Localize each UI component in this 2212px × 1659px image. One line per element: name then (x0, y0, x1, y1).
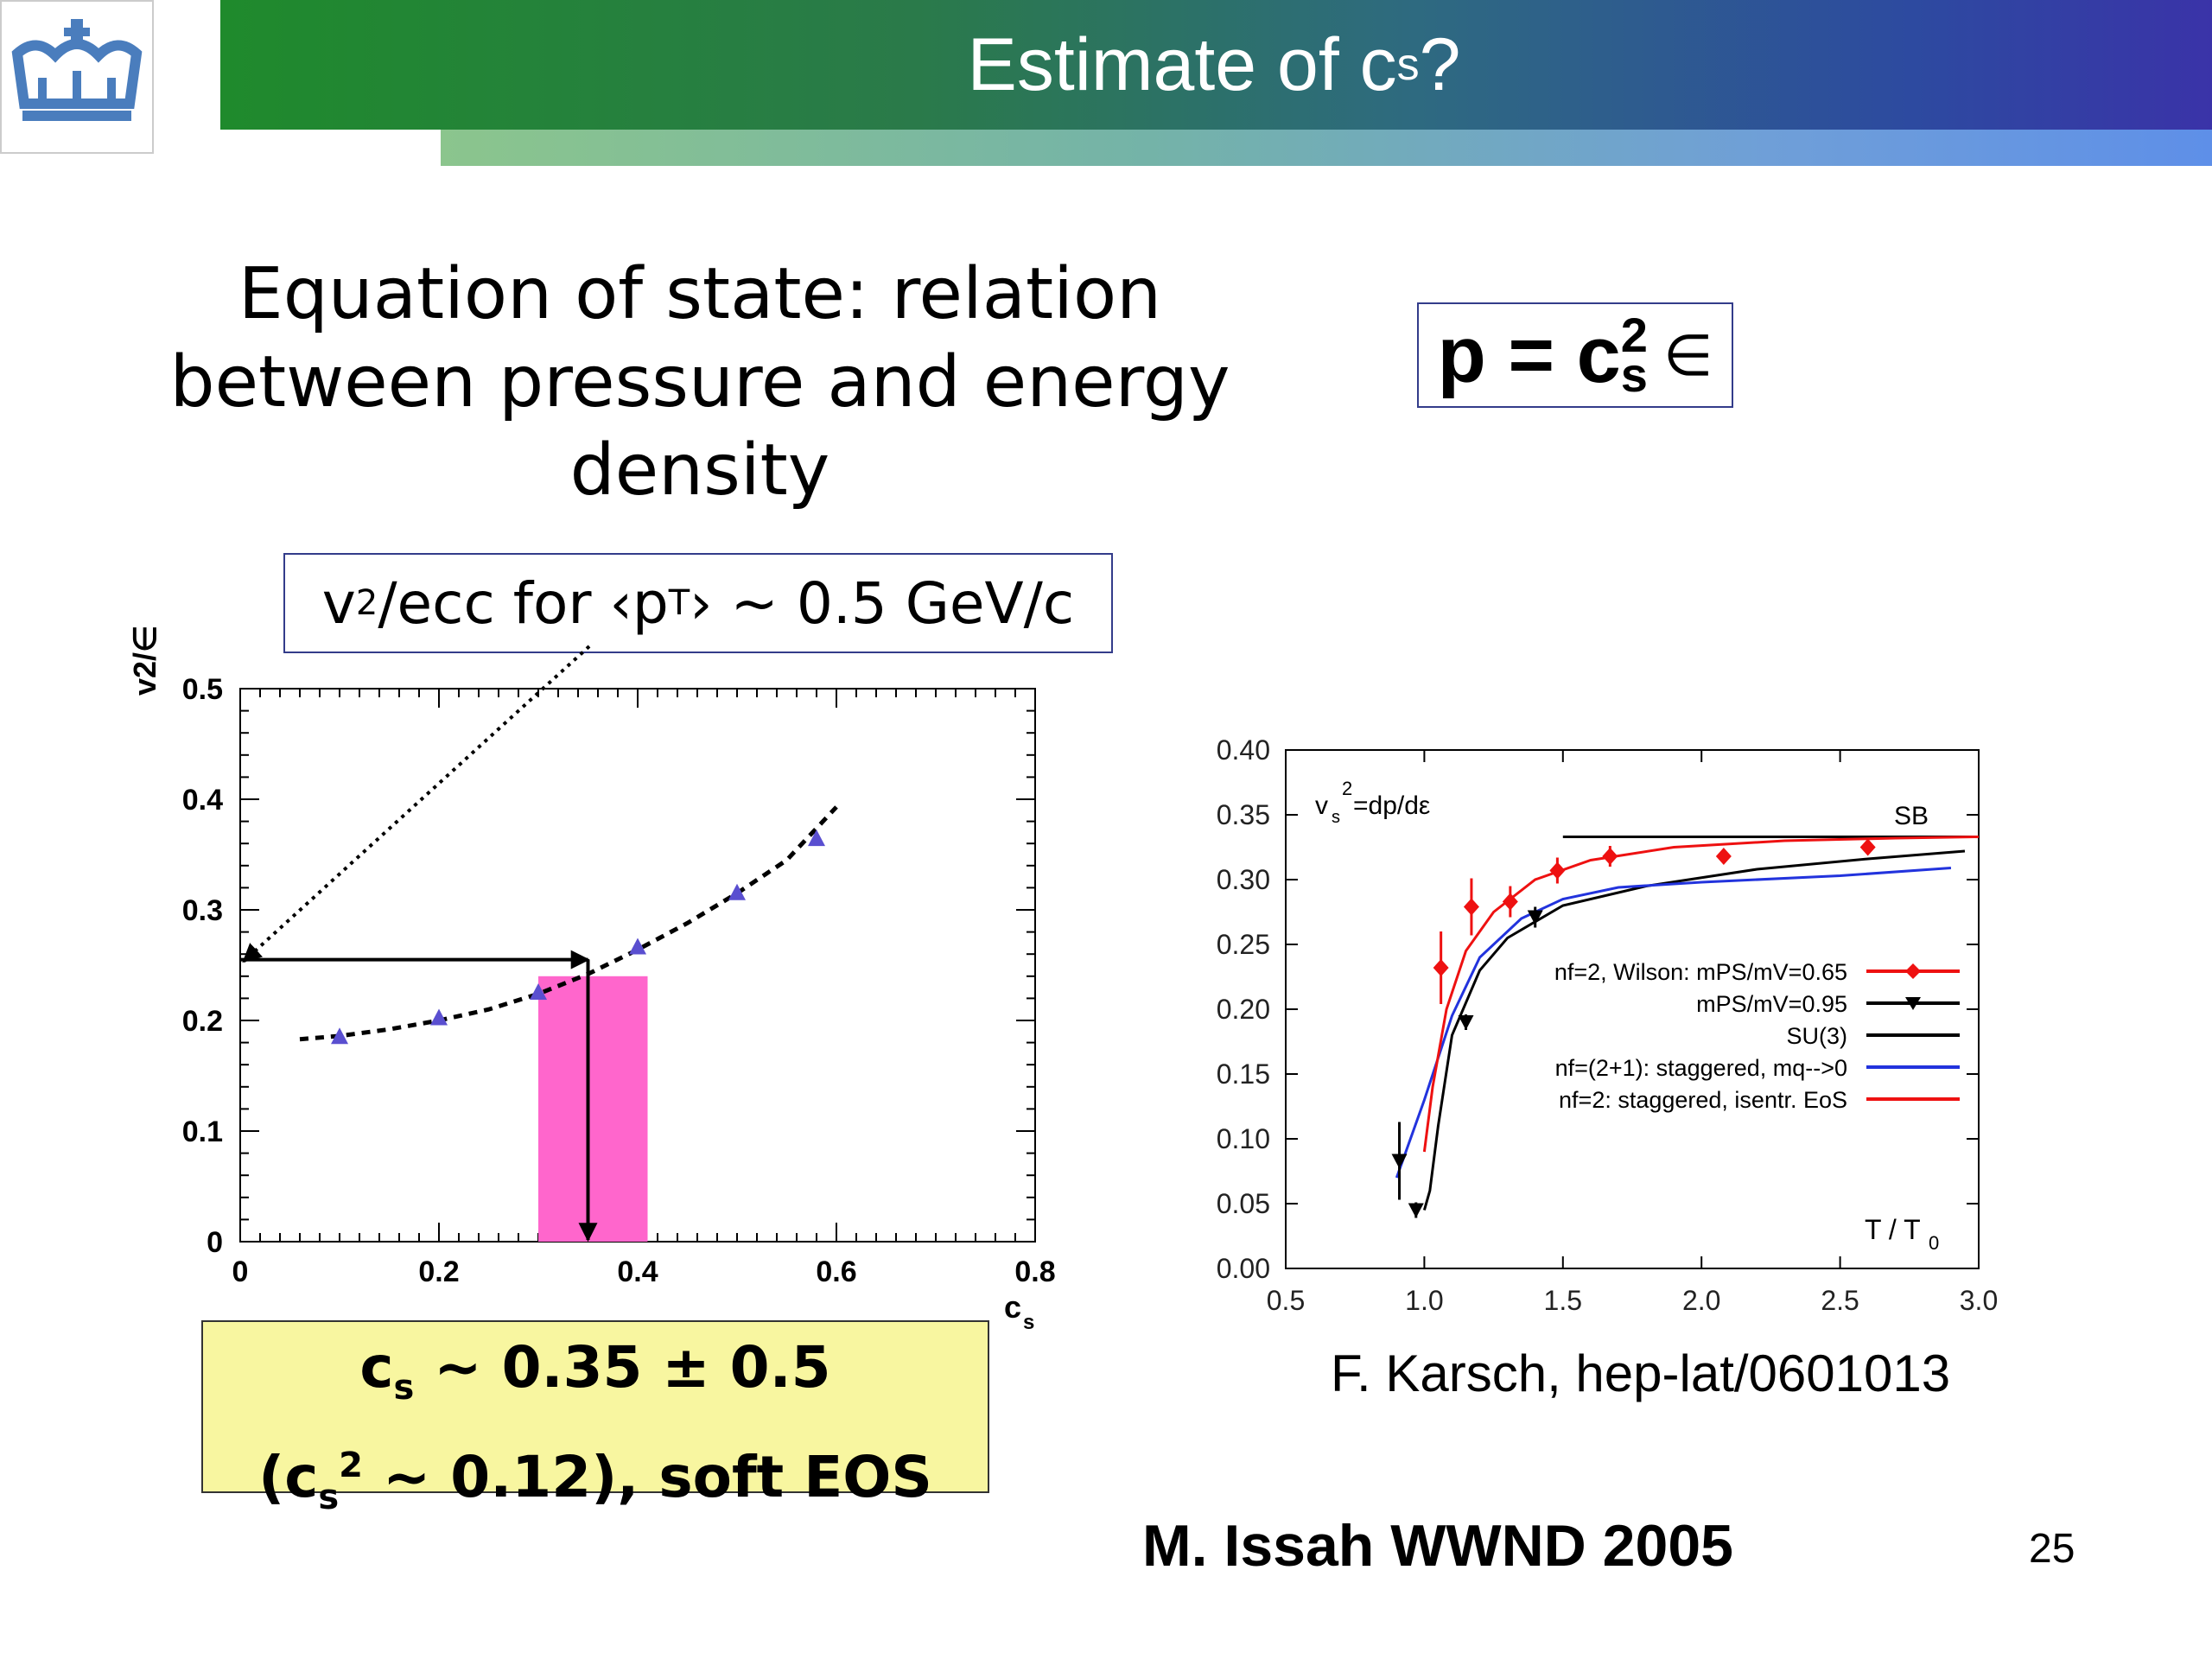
data-point-diamond (1602, 848, 1618, 865)
title-end: ? (1419, 22, 1461, 106)
v2box-text: v (321, 569, 356, 637)
y-tick-label: 0.35 (1217, 799, 1270, 830)
sb-label: SB (1894, 802, 1929, 830)
y-tick-label: 0.25 (1217, 929, 1270, 960)
x-axis-label: T / T (1865, 1214, 1921, 1245)
y-tick-label: 0.4 (182, 784, 223, 817)
eq-sup: 2 (1620, 308, 1648, 362)
eq-lhs: p = c (1437, 310, 1621, 399)
x-tick-label: 1.5 (1544, 1285, 1582, 1316)
v2box-text: › ~ 0.5 GeV/c (690, 569, 1075, 637)
data-point-diamond (1433, 959, 1449, 976)
result-line-2: (cs2 ~ 0.12), soft EOS (258, 1444, 932, 1518)
x-tick-label: 1.0 (1405, 1285, 1443, 1316)
page-number: 25 (2029, 1526, 2075, 1572)
legend-label: nf=2: staggered, isentr. EoS (1559, 1087, 1847, 1113)
data-point-diamond (1549, 861, 1566, 880)
y-tick-label: 0.3 (182, 894, 223, 927)
y-tick-label: 0.05 (1217, 1188, 1270, 1219)
y-tick-label: 0.10 (1217, 1123, 1270, 1154)
data-point (331, 1027, 348, 1045)
series-line (1422, 849, 1966, 1211)
legend-marker (1905, 997, 1921, 1010)
footer-author: M. Issah WWND 2005 (1142, 1513, 1733, 1579)
data-point-diamond (1502, 893, 1518, 911)
x-tick-label: 2.0 (1682, 1285, 1720, 1316)
legend-label: mPS/mV=0.95 (1696, 991, 1847, 1017)
y-tick-label: 0 (207, 1226, 223, 1259)
annotation-vs: v (1315, 791, 1328, 820)
heading-line: density (569, 429, 830, 512)
legend-label: nf=(2+1): staggered, mq-->0 (1555, 1055, 1847, 1081)
legend-marker (1905, 963, 1921, 979)
x-tick-label: 0.4 (617, 1255, 658, 1288)
label-pointer-arrow (242, 645, 591, 963)
title-sub: s (1396, 40, 1420, 90)
y-tick-label: 0.2 (182, 1005, 223, 1038)
data-point-diamond (1859, 838, 1876, 856)
x-axis-label-sub: s (1023, 1311, 1034, 1334)
y-tick-label: 0.00 (1217, 1253, 1270, 1284)
header-accent-bar (441, 130, 2212, 166)
crown-icon (11, 19, 143, 121)
data-point (530, 983, 547, 1000)
x-tick-label: 3.0 (1960, 1285, 1998, 1316)
eq-sub: s (1620, 347, 1648, 402)
y-tick-label: 0.1 (182, 1116, 223, 1148)
x-tick-label: 0.6 (816, 1255, 856, 1288)
y-tick-label: 0.20 (1217, 994, 1270, 1025)
karsch-citation: F. Karsch, hep-lat/0601013 (1331, 1344, 1951, 1402)
data-point (629, 938, 646, 955)
v2-ecc-label-box: v 2/ecc for ‹p T › ~ 0.5 GeV/c (283, 553, 1113, 653)
y-tick-label: 0.5 (182, 673, 223, 706)
plot-frame (1285, 749, 1980, 1269)
data-point-diamond (1463, 898, 1479, 916)
crown-logo (0, 0, 154, 154)
annotation-sup: 2 (1342, 778, 1352, 799)
data-point-diamond (1715, 848, 1732, 865)
x-tick-label: 0.8 (1014, 1255, 1055, 1288)
heading-line: between pressure and energy (169, 341, 1230, 423)
data-point (728, 883, 746, 900)
series-line (1422, 836, 1980, 1153)
x-axis-label-sub: 0 (1929, 1232, 1939, 1254)
x-tick-label: 0 (232, 1255, 249, 1288)
fit-curve (299, 805, 838, 1042)
header-bar (220, 0, 2212, 130)
y-tick-label: 0.30 (1217, 864, 1270, 895)
data-point (430, 1008, 448, 1026)
title-main: Estimate of c (967, 22, 1397, 106)
v2box-sub: T (668, 583, 690, 623)
y-tick-label: 0.40 (1217, 734, 1270, 766)
legend-label: nf=2, Wilson: mPS/mV=0.65 (1554, 959, 1847, 985)
x-tick-label: 0.2 (418, 1255, 459, 1288)
y-axis-label: v2/∈ (127, 626, 162, 696)
data-point (808, 830, 825, 847)
x-axis-label: c (1004, 1289, 1021, 1325)
annotation-sub: s (1332, 808, 1340, 827)
v2box-text: /ecc for ‹p (378, 569, 669, 637)
cs-range-band (538, 976, 648, 1242)
data-point-triangle (1408, 1203, 1424, 1218)
slide-title: Estimate of c s? (0, 0, 2212, 130)
x-tick-label: 2.5 (1821, 1285, 1859, 1316)
data-point-triangle (1458, 1015, 1474, 1030)
equation-of-state-heading: Equation of state: relation between pres… (164, 251, 1236, 515)
y-tick-label: 0.15 (1217, 1058, 1270, 1090)
heading-line: Equation of state: relation (238, 253, 1162, 335)
data-point-triangle (1391, 1154, 1408, 1169)
data-point-triangle (1527, 910, 1543, 925)
result-box: cs ~ 0.35 ± 0.5 (cs2 ~ 0.12), soft EOS (201, 1320, 989, 1517)
v2-vs-cs-plot: 0 0.2 0.4 0.6 0.8 0 0.1 0.2 0.3 0.4 0.5 v2/∈ c s (127, 626, 1056, 1334)
v2box-sub: 2 (355, 583, 378, 623)
legend-label: SU(3) (1786, 1023, 1847, 1049)
series-line (1395, 867, 1952, 1179)
annotation-rest: =dp/dε (1353, 791, 1430, 820)
result-line-1: cs ~ 0.35 ± 0.5 (359, 1334, 831, 1408)
eos-equation-box: p = c 2 s ∈ (1417, 302, 1733, 408)
sound-speed-lattice-plot: 0.5 1.0 1.5 2.0 2.5 3.0 0.00 0.05 0.10 0.15 0.20 0.… (1217, 734, 1999, 1316)
eq-rhs: ∈ (1662, 322, 1713, 387)
x-tick-label: 0.5 (1267, 1285, 1305, 1316)
